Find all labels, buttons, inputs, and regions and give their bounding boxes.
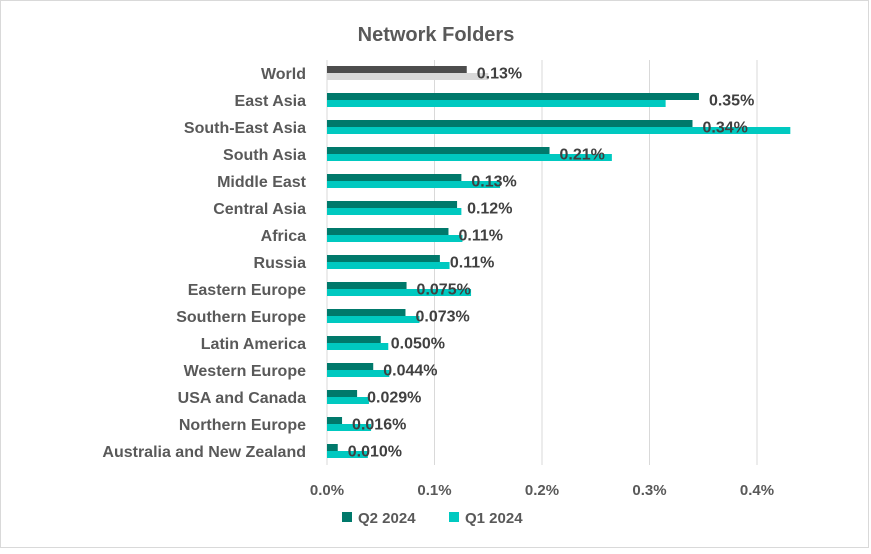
data-label: 0.11% xyxy=(458,228,502,245)
category-label: USA and Canada xyxy=(178,390,306,407)
data-label: 0.34% xyxy=(703,120,748,137)
x-tick-label: 0.0% xyxy=(310,482,344,499)
bar-q2-2024 xyxy=(327,255,440,262)
category-label: Northern Europe xyxy=(179,417,306,434)
legend-swatch-q2 xyxy=(342,512,352,522)
bar-q1-2024 xyxy=(327,451,368,458)
legend: Q2 2024 Q1 2024 xyxy=(342,510,523,527)
category-labels: World East Asia South-East Asia South Asia M… xyxy=(102,66,306,461)
data-label: 0.21% xyxy=(560,147,605,164)
bar-q1-2024 xyxy=(327,181,501,188)
data-label: 0.12% xyxy=(467,201,512,218)
bar-q1-2024 xyxy=(327,100,666,107)
data-label: 0.010% xyxy=(348,444,402,461)
category-label: Africa xyxy=(261,228,306,245)
bar-q1-2024 xyxy=(327,289,472,296)
bar-q2-2024 xyxy=(327,174,462,181)
bar-q2-2024 xyxy=(327,120,693,127)
bar-q1-2024 xyxy=(327,316,420,323)
chart-title: Network Folders xyxy=(358,24,515,46)
x-axis-ticks: 0.0% 0.1% 0.2% 0.3% 0.4% xyxy=(310,482,774,499)
bar-q1-2024 xyxy=(327,262,450,269)
bar-q2-2024 xyxy=(327,282,407,289)
bar-q2-2024 xyxy=(327,93,699,100)
x-tick-label: 0.4% xyxy=(740,482,774,499)
x-tick-label: 0.1% xyxy=(417,482,451,499)
legend-swatch-q1 xyxy=(449,512,459,522)
bar-q1-2024 xyxy=(327,370,390,377)
data-label: 0.016% xyxy=(352,417,406,434)
data-label: 0.050% xyxy=(391,336,445,353)
category-label: Western Europe xyxy=(184,363,307,380)
data-label: 0.13% xyxy=(477,66,522,83)
category-label: South Asia xyxy=(223,147,306,164)
data-label: 0.075% xyxy=(417,282,471,299)
bar-q1-2024 xyxy=(327,343,389,350)
category-label: East Asia xyxy=(235,93,307,110)
bar-q1-2024 xyxy=(327,154,612,161)
category-label: Southern Europe xyxy=(176,309,306,326)
data-label: 0.044% xyxy=(383,363,437,380)
bar-q2-2024 xyxy=(327,444,338,451)
data-label: 0.35% xyxy=(709,93,754,110)
bar-q1-2024 xyxy=(327,397,369,404)
x-tick-label: 0.3% xyxy=(632,482,666,499)
legend-label-q1: Q1 2024 xyxy=(465,510,523,527)
category-label: Middle East xyxy=(217,174,307,191)
bar-q1-2024 xyxy=(327,424,372,431)
bar-q2-2024 xyxy=(327,390,358,397)
data-label: 0.073% xyxy=(415,309,469,326)
bar-q1-2024 xyxy=(327,73,489,80)
category-label: Latin America xyxy=(201,336,306,353)
legend-label-q2: Q2 2024 xyxy=(358,510,416,527)
category-label: World xyxy=(261,66,306,83)
bar-q2-2024 xyxy=(327,336,381,343)
bar-q2-2024 xyxy=(327,66,467,73)
bar-q2-2024 xyxy=(327,201,458,208)
category-label: Australia and New Zealand xyxy=(102,444,306,461)
category-label: Eastern Europe xyxy=(188,282,306,299)
category-label: Russia xyxy=(254,255,307,272)
bars xyxy=(327,66,791,458)
category-label: Central Asia xyxy=(213,201,306,218)
bar-q2-2024 xyxy=(327,228,449,235)
bar-q2-2024 xyxy=(327,147,550,154)
data-label: 0.13% xyxy=(471,174,516,191)
x-tick-label: 0.2% xyxy=(525,482,559,499)
bar-q1-2024 xyxy=(327,127,791,134)
data-label: 0.11% xyxy=(450,255,494,272)
category-label: South-East Asia xyxy=(184,120,306,137)
data-label: 0.029% xyxy=(367,390,421,407)
bar-q1-2024 xyxy=(327,208,462,215)
bar-q2-2024 xyxy=(327,309,406,316)
data-labels: 0.13% 0.35% 0.34% 0.21% 0.13% 0.12% 0.11% 0.11%… xyxy=(348,66,755,461)
bar-q2-2024 xyxy=(327,363,374,370)
bar-q2-2024 xyxy=(327,417,343,424)
bar-q1-2024 xyxy=(327,235,463,242)
